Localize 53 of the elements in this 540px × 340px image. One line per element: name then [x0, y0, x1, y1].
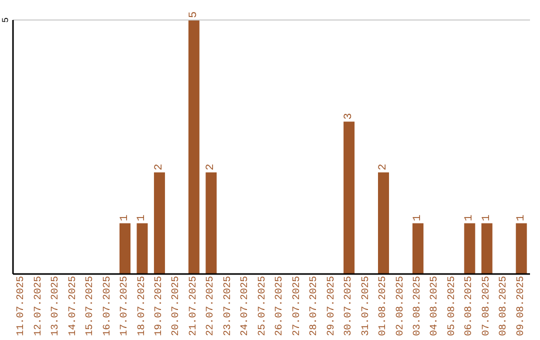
x-tick-label: 25.07.2025 [257, 276, 268, 336]
bar [206, 172, 217, 274]
x-tick-label: 02.08.2025 [395, 276, 406, 336]
x-tick-label: 01.08.2025 [378, 276, 390, 336]
data-label: 3 [343, 112, 356, 120]
x-tick-label: 15.07.2025 [85, 276, 96, 336]
data-label: 2 [205, 164, 218, 170]
data-label: 1 [515, 214, 528, 222]
x-tick-label: 07.08.2025 [481, 276, 492, 336]
x-tick-label: 03.08.2025 [412, 276, 424, 336]
data-label: 5 [188, 11, 200, 18]
x-tick-label: 26.07.2025 [274, 276, 286, 336]
x-tick-label: 21.07.2025 [188, 276, 200, 336]
x-tick-label: 30.07.2025 [344, 276, 355, 336]
x-tick-label: 20.07.2025 [171, 276, 182, 336]
x-tick-label: 19.07.2025 [154, 276, 165, 336]
x-tick-label: 28.07.2025 [309, 276, 320, 336]
x-tick-label: 11.07.2025 [16, 276, 28, 336]
x-tick-label: 31.07.2025 [360, 276, 372, 336]
x-tick-label: 12.07.2025 [33, 276, 44, 336]
bar [154, 172, 165, 274]
data-label: 1 [119, 214, 131, 222]
bar [188, 20, 200, 274]
data-label: 1 [136, 214, 148, 222]
x-tick-label: 09.08.2025 [516, 276, 527, 336]
data-label: 1 [464, 214, 476, 222]
bar [481, 223, 492, 274]
data-label: 2 [153, 164, 166, 170]
x-tick-label: 05.08.2025 [446, 276, 458, 336]
x-tick-label: 22.07.2025 [206, 276, 217, 336]
data-label: 2 [378, 164, 390, 170]
bar [516, 223, 527, 274]
x-tick-label: 14.07.2025 [68, 276, 79, 336]
x-tick-label: 08.08.2025 [498, 276, 510, 336]
bar [120, 223, 130, 274]
x-tick-label: 17.07.2025 [120, 276, 131, 336]
bar [412, 223, 424, 274]
bar [344, 122, 355, 274]
bar [464, 223, 476, 274]
x-tick-label: 23.07.2025 [222, 276, 234, 336]
x-tick-label: 13.07.2025 [50, 276, 62, 336]
bar [378, 172, 389, 274]
x-tick-label: 24.07.2025 [240, 276, 252, 336]
x-tick-label: 29.07.2025 [326, 276, 338, 336]
ref-line-label: 5 [1, 17, 11, 23]
data-label: 1 [412, 214, 424, 222]
bar [136, 223, 148, 274]
x-tick-label: 04.08.2025 [430, 276, 441, 336]
x-tick-label: 06.08.2025 [464, 276, 476, 336]
data-label: 1 [480, 214, 493, 222]
x-tick-label: 27.07.2025 [292, 276, 303, 336]
x-tick-label: 18.07.2025 [136, 276, 148, 336]
x-tick-label: 16.07.2025 [102, 276, 114, 336]
